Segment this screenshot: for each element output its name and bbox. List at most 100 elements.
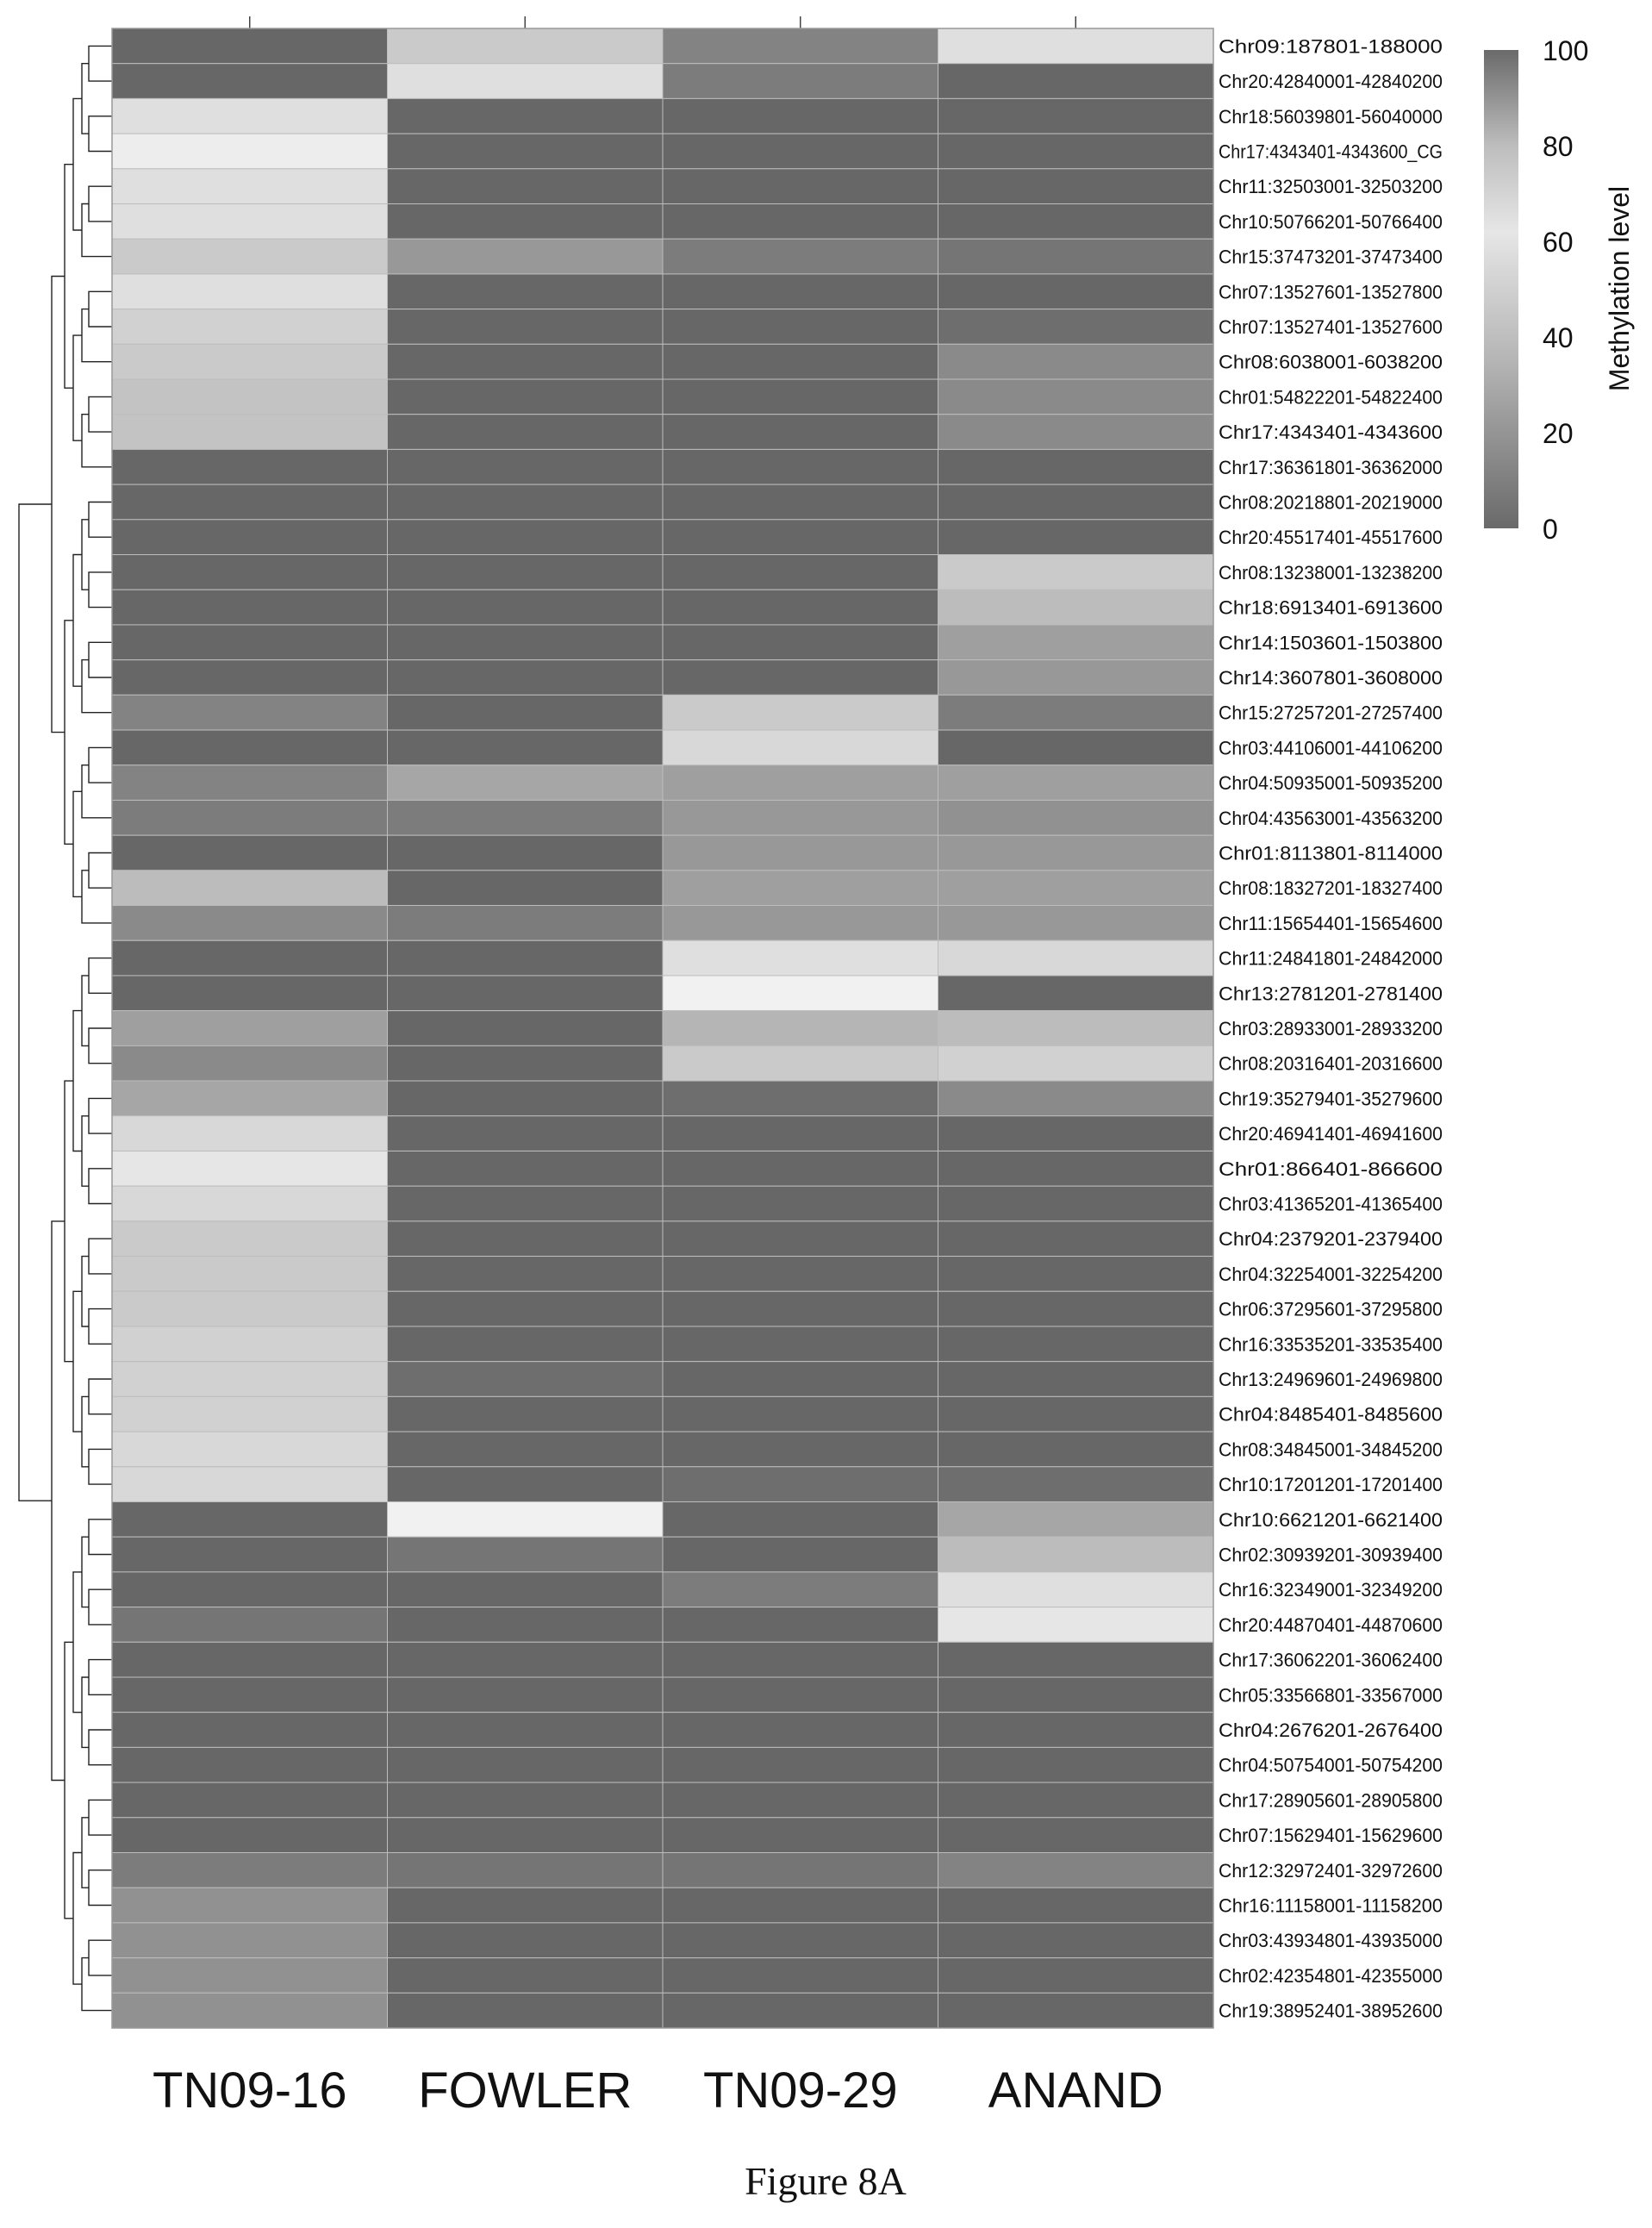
heatmap-cell [111,63,388,99]
heatmap-cell [387,1290,664,1327]
heatmap-cell [662,448,938,485]
dendrogram-branch [88,957,112,994]
column-labels: TN09-16 FOWLER TN09-29 ANAND [153,2063,1163,2119]
heatmap-cell [938,799,1214,836]
row-label: Chr04:2379201-2379400 [1219,1228,1443,1250]
heatmap-cell [938,1431,1214,1468]
heatmap-cell [111,203,388,240]
dendrogram-branch [64,164,73,389]
row-label: Chr01:54822201-54822400 [1219,386,1443,408]
heatmap-cell [111,1431,388,1468]
row-label: Chr16:11158001-11158200 [1219,1895,1443,1917]
heatmap-cell [662,1326,938,1363]
dendrogram-branch [51,1220,65,1782]
heatmap-cell [111,1782,388,1819]
heatmap-cell [938,834,1214,871]
heatmap-cell [111,1080,388,1117]
row-label: Chr20:44870401-44870600 [1219,1614,1443,1636]
row-label: Chr16:32349001-32349200 [1219,1579,1443,1601]
heatmap-cell [938,1115,1214,1151]
heatmap-cell [387,414,664,450]
color-scale-tick-label: 100 [1543,35,1588,66]
heatmap-cell [111,1501,388,1538]
row-label: Chr08:6038001-6038200 [1219,352,1443,373]
heatmap-cell [387,694,664,731]
dendrogram-branch [72,1290,82,1432]
heatmap-cell [111,1712,388,1748]
heatmap-cell [662,694,938,731]
heatmap-cell [662,519,938,556]
row-label: Chr11:24841801-24842000 [1219,948,1443,970]
heatmap-cell [387,1992,664,2029]
row-label: Chr07:13527401-13527600 [1219,316,1443,338]
heatmap-cell [662,168,938,205]
color-scale-tick-label: 40 [1543,322,1574,353]
dendrogram-branch [88,1168,112,1205]
dendrogram-branch [72,97,82,231]
heatmap-cell [938,1361,1214,1397]
heatmap-cell [938,1992,1214,2029]
heatmap-cell [387,1466,664,1502]
row-label: Chr17:4343401-4343600_CG [1219,141,1443,163]
heatmap-cell [387,799,664,836]
row-label: Chr08:18327201-18327400 [1219,877,1443,899]
heatmap-cell [938,1782,1214,1819]
heatmap-cell [938,1185,1214,1222]
heatmap-cell [387,168,664,205]
heatmap-cell [662,378,938,415]
heatmap-cell [111,1010,388,1046]
dendrogram-branch [81,519,89,590]
heatmap-cell [938,1045,1214,1082]
heatmap-cell [387,1080,664,1117]
heatmap-cell [662,309,938,345]
heatmap-cell [387,97,664,134]
heatmap-cell [111,1466,388,1502]
row-label: Chr08:13238001-13238200 [1219,562,1443,584]
heatmap-cells [111,28,1214,2029]
heatmap-cell [938,624,1214,661]
heatmap-cell [938,63,1214,99]
heatmap-cell [111,975,388,1012]
heatmap-cell [111,1115,388,1151]
heatmap-cell [387,1887,664,1924]
heatmap-cell [111,309,388,345]
dendrogram-branch [81,308,112,363]
row-label: Chr13:24969601-24969800 [1219,1369,1443,1390]
row-label: Chr17:36361801-36362000 [1219,457,1443,478]
heatmap-cell [387,1571,664,1608]
dendrogram-branch [88,1378,112,1415]
row-label: Chr01:8113801-8114000 [1219,843,1443,864]
row-label: Chr03:44106001-44106200 [1219,737,1443,758]
heatmap-cell [662,1290,938,1327]
heatmap-cell [387,203,664,240]
row-label: Chr03:43934801-43935000 [1219,1930,1443,1951]
heatmap-cell [387,624,664,661]
heatmap-cell [111,97,388,134]
heatmap-cell [938,1851,1214,1888]
heatmap-cell [938,1501,1214,1538]
heatmap-cell [111,1220,388,1258]
dendrogram-branch [88,1729,112,1766]
heatmap-cell [938,589,1214,626]
heatmap-cell [662,1571,938,1608]
heatmap-cell [111,729,388,766]
heatmap-cell [938,1326,1214,1363]
row-label: Chr14:1503601-1503800 [1219,632,1443,653]
heatmap-cell [111,589,388,626]
heatmap-cell [387,273,664,310]
heatmap-cell [387,1817,664,1853]
column-label: TN09-29 [703,2063,898,2119]
row-label: Chr11:15654401-15654600 [1219,913,1443,934]
dendrogram-branch [64,620,73,845]
heatmap-cell [938,203,1214,240]
heatmap-cell [111,28,388,65]
heatmap-cell [662,554,938,590]
heatmap-cell [111,378,388,415]
row-label: Chr04:32254001-32254200 [1219,1264,1443,1285]
row-label: Chr04:43563001-43563200 [1219,808,1443,829]
heatmap-cell [938,1150,1214,1187]
heatmap-cell [111,1571,388,1608]
heatmap-cell [387,975,664,1012]
heatmap-cell [387,28,664,65]
heatmap-cell [662,905,938,941]
